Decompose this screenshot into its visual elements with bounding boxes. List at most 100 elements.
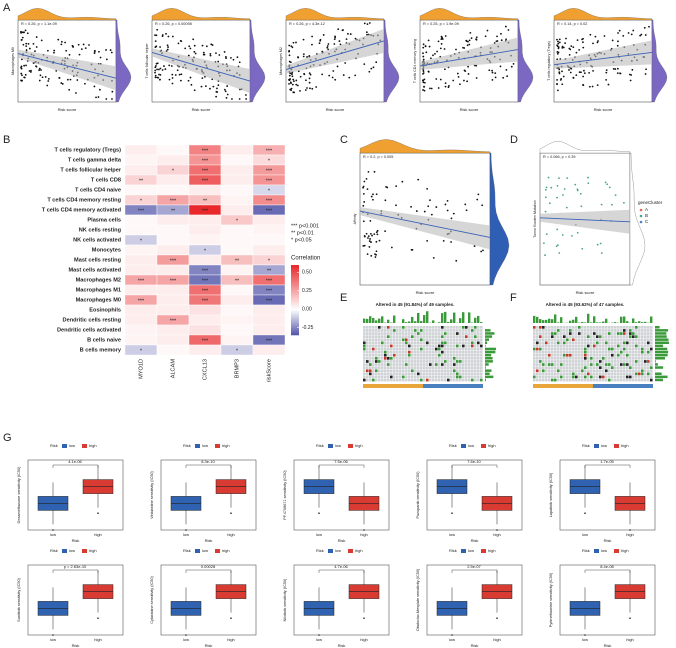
onco-cell	[635, 372, 638, 376]
onco-cell	[432, 360, 435, 363]
onco-cell	[536, 350, 539, 354]
onco-cell	[581, 350, 584, 354]
point	[616, 72, 619, 75]
onco-cell	[477, 341, 480, 345]
point	[424, 45, 427, 48]
onco-cell	[620, 360, 623, 363]
onco-cell	[608, 329, 611, 332]
onco-cell	[572, 329, 575, 332]
heatmap-cell	[220, 174, 254, 186]
onco-cell	[444, 338, 447, 342]
onco-cell	[372, 344, 375, 348]
onco-cell	[480, 344, 483, 348]
point	[507, 29, 510, 31]
point	[39, 74, 42, 77]
onco-cell	[593, 372, 596, 376]
point	[563, 188, 566, 190]
onco-cell	[444, 353, 447, 357]
onco-cell	[539, 332, 542, 335]
onco-cell	[638, 344, 641, 348]
point	[334, 78, 337, 81]
onco-cell	[465, 375, 468, 379]
colorbar-tick-label: 0.25	[302, 288, 312, 294]
onco-cell	[363, 360, 366, 363]
x-axis-label: Risk score	[58, 107, 77, 112]
onco-cell	[420, 344, 423, 348]
onco-cell	[626, 366, 629, 369]
onco-cell	[551, 347, 554, 351]
heatmap-cell	[220, 304, 254, 316]
point	[556, 185, 559, 187]
onco-cell	[474, 378, 477, 382]
point	[20, 38, 23, 41]
risk-strip	[533, 384, 593, 388]
onco-cell	[536, 329, 539, 332]
stat-text: R = 0.26, p = 1.1e-09	[21, 22, 57, 26]
onco-cell	[477, 357, 480, 360]
onco-cell	[563, 326, 566, 329]
side-bar	[485, 375, 494, 379]
onco-cell	[575, 366, 578, 369]
legend-swatch	[215, 549, 220, 553]
onco-cell	[420, 353, 423, 357]
point	[618, 29, 621, 32]
side-density	[517, 19, 534, 103]
point	[365, 232, 368, 235]
legend-swatch	[62, 549, 67, 553]
point	[366, 23, 369, 25]
onco-cell	[456, 378, 459, 382]
outlier	[629, 529, 631, 531]
heatmap-cell	[124, 254, 158, 266]
onco-cell	[408, 344, 411, 348]
onco-cell	[417, 350, 420, 354]
p-value: 8.4e-08	[600, 564, 614, 569]
onco-cell	[560, 341, 563, 345]
onco-cell	[599, 366, 602, 369]
y-axis-label: PF.4708671 sensitivity (IC50)	[283, 470, 287, 520]
onco-cell	[581, 378, 584, 382]
point	[209, 54, 212, 57]
row-label: T cells regulatory (Tregs)	[54, 147, 121, 153]
onco-cell	[575, 338, 578, 342]
point	[429, 87, 431, 90]
onco-cell	[444, 326, 447, 329]
point	[156, 68, 158, 71]
onco-cell	[560, 326, 563, 329]
onco-cell	[363, 347, 366, 351]
point	[427, 205, 430, 208]
colorbar-step	[291, 303, 299, 306]
onco-cell	[411, 353, 414, 357]
onco-cell	[641, 347, 644, 351]
onco-cell	[453, 350, 456, 354]
onco-cell	[390, 335, 393, 338]
onco-cell	[375, 360, 378, 363]
onco-cell	[426, 335, 429, 338]
top-bar	[638, 321, 641, 323]
onco-cell	[465, 341, 468, 345]
side-bar	[655, 338, 669, 341]
onco-cell	[420, 332, 423, 335]
onco-cell	[378, 329, 381, 332]
onco-cell	[372, 341, 375, 345]
y-axis-label: Nilotinib sensitivity (IC50)	[283, 578, 287, 621]
point	[422, 55, 425, 58]
point	[640, 33, 643, 36]
heatmap-cell	[220, 284, 254, 296]
onco-cell	[578, 341, 581, 345]
top-density	[553, 8, 653, 21]
onco-cell	[560, 338, 563, 342]
point	[504, 25, 507, 28]
legend-swatch	[639, 214, 643, 218]
onco-cell	[620, 357, 623, 360]
onco-cell	[566, 357, 569, 360]
onco-cell	[369, 375, 372, 379]
onco-cell	[390, 357, 393, 360]
onco-cell	[587, 332, 590, 335]
onco-cell	[566, 347, 569, 351]
point	[423, 85, 425, 88]
point	[422, 81, 425, 84]
onco-cell	[635, 344, 638, 348]
point	[582, 41, 584, 44]
onco-cell	[575, 372, 578, 376]
onco-cell	[590, 366, 593, 369]
